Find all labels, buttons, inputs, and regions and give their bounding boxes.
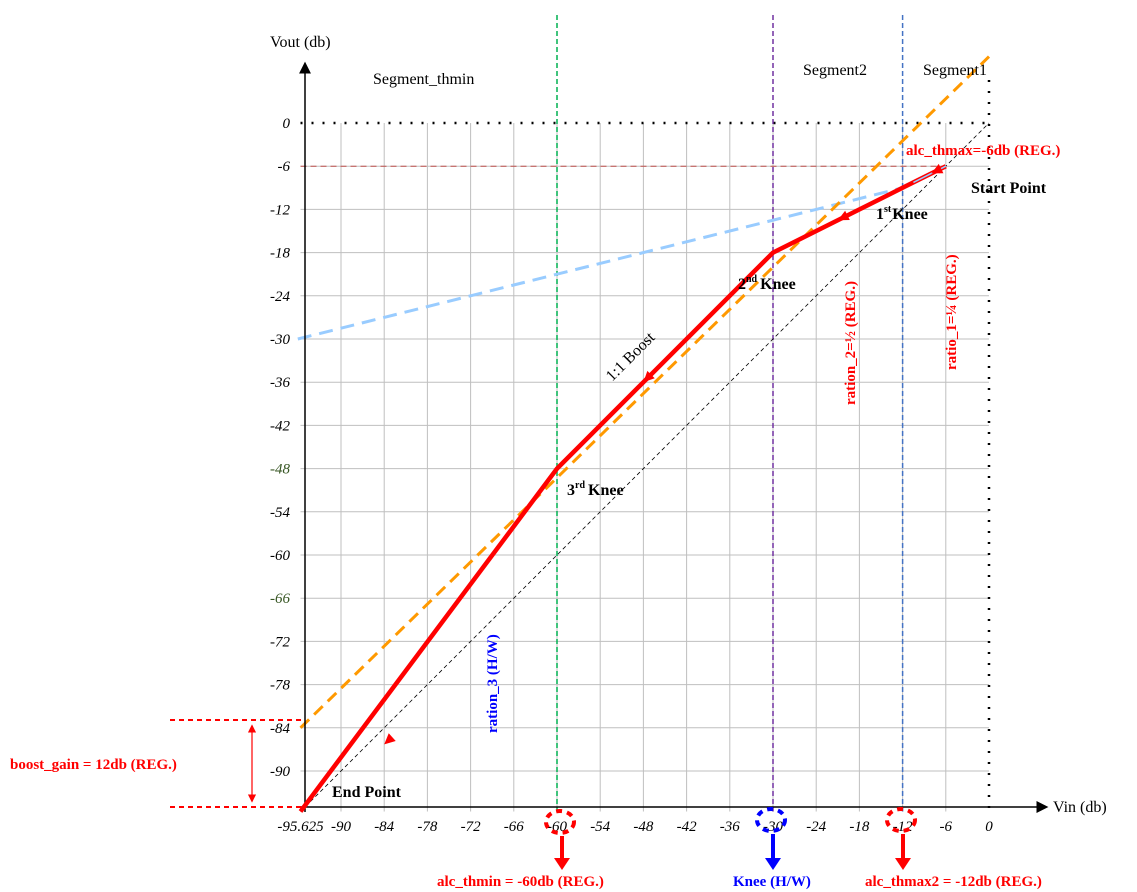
x-tick-label: -78 bbox=[417, 819, 437, 835]
x-tick-label: -24 bbox=[806, 819, 826, 835]
y-tick-label: 0 bbox=[283, 116, 291, 132]
alc-thmin-label: alc_thmin = -60db (REG.) bbox=[437, 874, 604, 890]
knee-hw-label: Knee (H/W) bbox=[733, 874, 811, 890]
alc-thmax-label: alc_thmax=-6db (REG.) bbox=[906, 143, 1060, 159]
y-tick-label: -36 bbox=[270, 375, 290, 391]
y-tick-label: -18 bbox=[270, 246, 290, 262]
y-tick-label: -6 bbox=[278, 159, 291, 175]
x-tick-label: -84 bbox=[374, 819, 394, 835]
knee3-label: 3rd Knee bbox=[567, 480, 624, 499]
segment-thmin-label: Segment_thmin bbox=[373, 71, 474, 88]
y-tick-label: -48 bbox=[270, 462, 290, 478]
y-tick-labels: 0 -6 -12 -18 -24 -30 -36 -42 -48 -54 -60 -66 -72 -78 -… bbox=[270, 116, 291, 780]
knee-marker bbox=[755, 807, 787, 870]
thmax2-marker bbox=[885, 807, 917, 870]
y-tick-label: -90 bbox=[270, 764, 290, 780]
y-tick-label: -72 bbox=[270, 634, 290, 650]
x-tick-label: 0 bbox=[985, 819, 993, 835]
y-axis-title: Vout (db) bbox=[270, 34, 331, 51]
x-tick-label: -95.625 bbox=[277, 819, 324, 835]
x-tick-label: -12 bbox=[893, 819, 913, 835]
y-tick-label: -60 bbox=[270, 548, 290, 564]
knee2-label: 2nd Knee bbox=[738, 274, 796, 293]
arrow-seg2 bbox=[837, 210, 850, 221]
start-point-label: Start Point bbox=[971, 180, 1047, 197]
x-tick-label: -72 bbox=[461, 819, 481, 835]
end-point-label: End Point bbox=[332, 784, 402, 801]
x-tick-label: -6 bbox=[940, 819, 953, 835]
thmin-marker bbox=[544, 809, 576, 870]
knee1-label: 1stKnee bbox=[876, 204, 928, 223]
ration-2-label: ration_2=½ (REG.) bbox=[843, 281, 859, 405]
y-tick-label: -66 bbox=[270, 591, 290, 607]
arrow-seg1 bbox=[931, 163, 944, 174]
segment1-label: Segment1 bbox=[923, 62, 987, 79]
arrow-boost bbox=[643, 370, 655, 383]
light-blue-line bbox=[297, 186, 903, 341]
reference-lines bbox=[297, 15, 991, 812]
x-tick-label: -54 bbox=[590, 819, 610, 835]
x-tick-label: -66 bbox=[504, 819, 524, 835]
x-tick-label: -90 bbox=[331, 819, 351, 835]
x-tick-label: -36 bbox=[720, 819, 740, 835]
ratio-1-label: ratio_1=¼ (REG.) bbox=[944, 254, 960, 370]
boost-gain-bracket bbox=[170, 719, 305, 808]
alc-thmax2-label: alc_thmax2 = -12db (REG.) bbox=[865, 874, 1042, 890]
ration-3-label: ration_3 (H/W) bbox=[485, 634, 501, 733]
y-tick-label: -12 bbox=[270, 202, 290, 218]
x-tick-label: -48 bbox=[633, 819, 653, 835]
y-tick-label: -24 bbox=[270, 289, 290, 305]
y-tick-label: -78 bbox=[270, 678, 290, 694]
x-tick-label: -42 bbox=[677, 819, 697, 835]
arrow-seg3 bbox=[384, 733, 396, 745]
x-axis-title: Vin (db) bbox=[1053, 799, 1107, 816]
axes bbox=[299, 61, 1049, 813]
x-tick-label: -30 bbox=[763, 819, 783, 835]
y-tick-label: -84 bbox=[270, 721, 290, 737]
transfer-curve bbox=[298, 163, 947, 813]
boost-line bbox=[299, 55, 991, 729]
y-tick-label: -54 bbox=[270, 505, 290, 521]
y-tick-label: -42 bbox=[270, 418, 290, 434]
boost-gain-label: boost_gain = 12db (REG.) bbox=[10, 757, 177, 773]
unity-line bbox=[300, 122, 990, 812]
y-tick-label: -30 bbox=[270, 332, 290, 348]
segment2-label: Segment2 bbox=[803, 62, 867, 79]
x-tick-label: -18 bbox=[849, 819, 869, 835]
